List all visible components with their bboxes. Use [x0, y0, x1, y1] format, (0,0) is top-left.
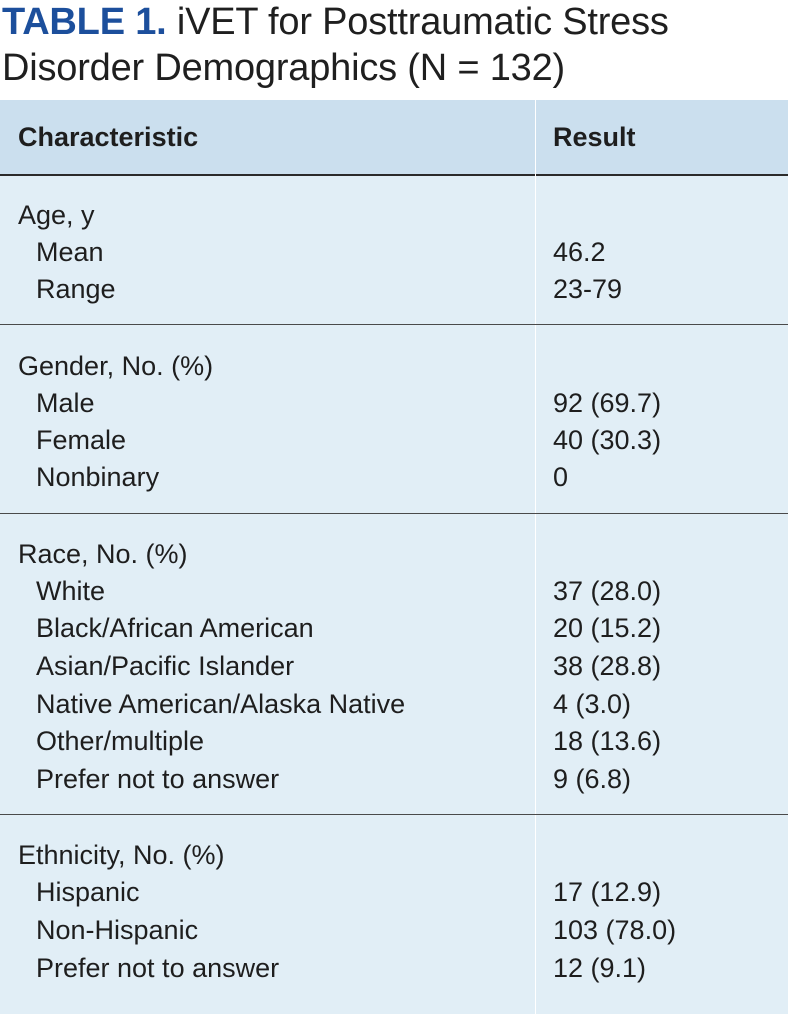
row-label: Asian/Pacific Islander — [36, 651, 295, 681]
table-row: Hispanic 17 (12.9) — [0, 874, 788, 911]
section-divider — [0, 513, 788, 514]
row-label: Range — [36, 274, 116, 304]
row-value: 103 (78.0) — [553, 915, 677, 945]
row-label: Prefer not to answer — [36, 764, 280, 794]
column-divider — [535, 100, 536, 1014]
table-row: Prefer not to answer 12 (9.1) — [0, 950, 788, 987]
row-label: Native American/Alaska Native — [36, 689, 406, 719]
row-value: 0 — [553, 462, 569, 492]
row-value: 4 (3.0) — [553, 689, 632, 719]
section-heading-age: Age, y — [0, 197, 788, 234]
row-label: Black/African American — [36, 613, 314, 643]
section-heading-ethnicity: Ethnicity, No. (%) — [0, 837, 788, 874]
table-row: Native American/Alaska Native 4 (3.0) — [0, 686, 788, 723]
header-characteristic: Characteristic — [18, 122, 199, 152]
row-value: 38 (28.8) — [553, 651, 662, 681]
table-row: Range 23-79 — [0, 271, 788, 308]
row-value: 17 (12.9) — [553, 877, 662, 907]
row-value: 23-79 — [553, 274, 623, 304]
table-row: Asian/Pacific Islander 38 (28.8) — [0, 648, 788, 685]
section-heading-gender: Gender, No. (%) — [0, 348, 788, 385]
table-row: Female 40 (30.3) — [0, 422, 788, 459]
row-label: Female — [36, 425, 127, 455]
table-title-text-1: iVET for Posttraumatic Stress — [166, 1, 669, 43]
row-label: Other/multiple — [36, 726, 205, 756]
row-value: 37 (28.0) — [553, 576, 662, 606]
table-title-line-1: TABLE 1. iVET for Posttraumatic Stress — [2, 0, 669, 44]
row-label: White — [36, 576, 106, 606]
row-label: Male — [36, 388, 95, 418]
header-result: Result — [553, 122, 636, 152]
row-label: Non-Hispanic — [36, 915, 199, 945]
section-heading-race: Race, No. (%) — [0, 536, 788, 573]
section-heading-label: Race, No. (%) — [18, 539, 188, 569]
table-row: Non-Hispanic 103 (78.0) — [0, 912, 788, 949]
row-value: 46.2 — [553, 237, 606, 267]
row-value: 92 (69.7) — [553, 388, 662, 418]
row-label: Hispanic — [36, 877, 140, 907]
demographics-table: Characteristic Result Age, y Mean 46.2 R… — [0, 100, 788, 1014]
table-title-line-2: Disorder Demographics (N = 132) — [2, 47, 565, 89]
section-heading-label: Age, y — [18, 200, 95, 230]
section-divider — [0, 324, 788, 325]
row-label: Nonbinary — [36, 462, 160, 492]
table-header-row: Characteristic Result — [0, 100, 788, 176]
row-value: 40 (30.3) — [553, 425, 662, 455]
table-number-label: TABLE 1. — [2, 1, 167, 43]
table-row: Black/African American 20 (15.2) — [0, 610, 788, 647]
table-row: Prefer not to answer 9 (6.8) — [0, 761, 788, 798]
row-label: Mean — [36, 237, 104, 267]
table-title: TABLE 1. iVET for Posttraumatic Stress D… — [0, 0, 790, 100]
row-label: Prefer not to answer — [36, 953, 280, 983]
row-value: 20 (15.2) — [553, 613, 662, 643]
row-value: 18 (13.6) — [553, 726, 662, 756]
table-row: Other/multiple 18 (13.6) — [0, 723, 788, 760]
row-value: 12 (9.1) — [553, 953, 647, 983]
section-heading-label: Ethnicity, No. (%) — [18, 840, 225, 870]
section-heading-label: Gender, No. (%) — [18, 351, 214, 381]
table-row: Male 92 (69.7) — [0, 385, 788, 422]
table-row: Nonbinary 0 — [0, 459, 788, 496]
section-divider — [0, 814, 788, 815]
table-row: White 37 (28.0) — [0, 573, 788, 610]
table-row: Mean 46.2 — [0, 234, 788, 271]
row-value: 9 (6.8) — [553, 764, 632, 794]
